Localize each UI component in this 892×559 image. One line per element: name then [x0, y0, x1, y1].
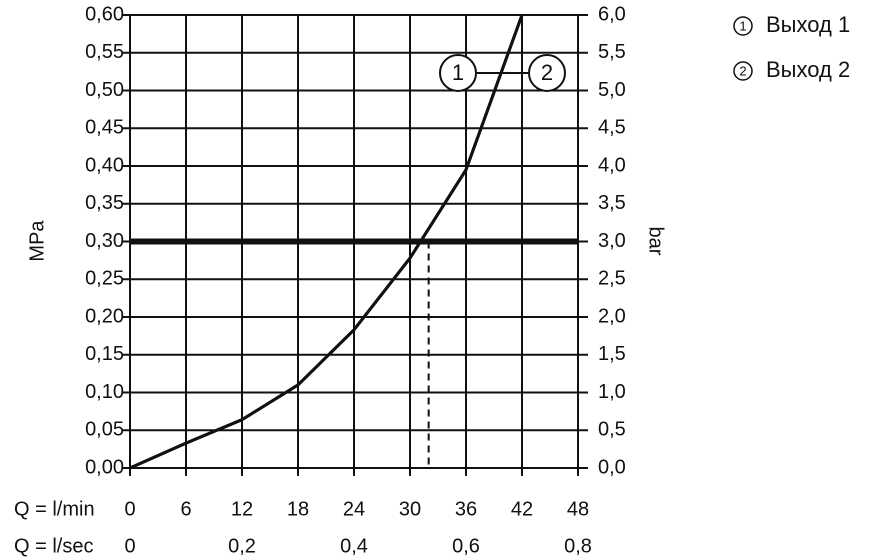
- y2-tick-label: 4,0: [598, 154, 626, 176]
- x-tick-label: 0: [124, 498, 135, 520]
- x-tick-label: 30: [399, 498, 421, 520]
- y-tick-label: 0,20: [85, 305, 124, 327]
- y2-tick-label: 2,0: [598, 305, 626, 327]
- y2-tick-label: 5,0: [598, 79, 626, 101]
- x2-axis-label: Q = l/sec: [14, 535, 93, 557]
- x-tick-label: 48: [567, 498, 589, 520]
- y-tick-label: 0,50: [85, 79, 124, 101]
- y-tick-label: 0,15: [85, 343, 124, 365]
- x2-tick-label: 0,2: [228, 535, 256, 557]
- y2-tick-label: 0,0: [598, 456, 626, 478]
- y-tick-label: 0,55: [85, 41, 124, 63]
- x-tick-label: 12: [231, 498, 253, 520]
- callout-label: 2: [541, 60, 553, 85]
- y2-tick-label: 4,5: [598, 117, 626, 139]
- y2-tick-label: 3,0: [598, 230, 626, 252]
- y-tick-label: 0,60: [85, 3, 124, 25]
- y2-axis-label: bar: [645, 227, 667, 256]
- y2-tick-label: 1,5: [598, 343, 626, 365]
- x-tick-label: 36: [455, 498, 477, 520]
- y-tick-label: 0,45: [85, 117, 124, 139]
- y-tick-label: 0,10: [85, 381, 124, 403]
- callout-circle: [528, 54, 566, 92]
- y-tick-label: 0,00: [85, 456, 124, 478]
- x-tick-label: 18: [287, 498, 309, 520]
- legend-label: Выход 1: [766, 12, 850, 37]
- y-tick-label: 0,25: [85, 268, 124, 290]
- legend-marker-label: 2: [739, 63, 746, 78]
- y2-tick-label: 3,5: [598, 192, 626, 214]
- plot-border: [129, 14, 579, 469]
- y-tick-label: 0,05: [85, 419, 124, 441]
- y-tick-label: 0,40: [85, 154, 124, 176]
- callout-circle: [439, 54, 477, 92]
- y-tick-label: 0,30: [85, 230, 124, 252]
- legend-marker: [733, 16, 753, 36]
- curve: [129, 14, 524, 470]
- x2-tick-label: 0,6: [452, 535, 480, 557]
- x2-tick-label: 0: [124, 535, 135, 557]
- y2-tick-label: 0,5: [598, 419, 626, 441]
- x2-tick-label: 0,8: [564, 535, 592, 557]
- y-axis-label: MPa: [26, 220, 48, 262]
- x2-tick-label: 0,4: [340, 535, 368, 557]
- callout-label: 1: [452, 60, 464, 85]
- legend-marker: [733, 61, 753, 81]
- x-tick-label: 24: [343, 498, 365, 520]
- y2-tick-label: 6,0: [598, 3, 626, 25]
- x-tick-label: 42: [511, 498, 533, 520]
- y2-tick-label: 1,0: [598, 381, 626, 403]
- y-tick-label: 0,35: [85, 192, 124, 214]
- x-axis-label: Q = l/min: [14, 498, 95, 520]
- x-tick-label: 6: [180, 498, 191, 520]
- legend-marker-label: 1: [739, 18, 746, 33]
- y2-tick-label: 5,5: [598, 41, 626, 63]
- y2-tick-label: 2,5: [598, 268, 626, 290]
- legend-label: Выход 2: [766, 57, 850, 82]
